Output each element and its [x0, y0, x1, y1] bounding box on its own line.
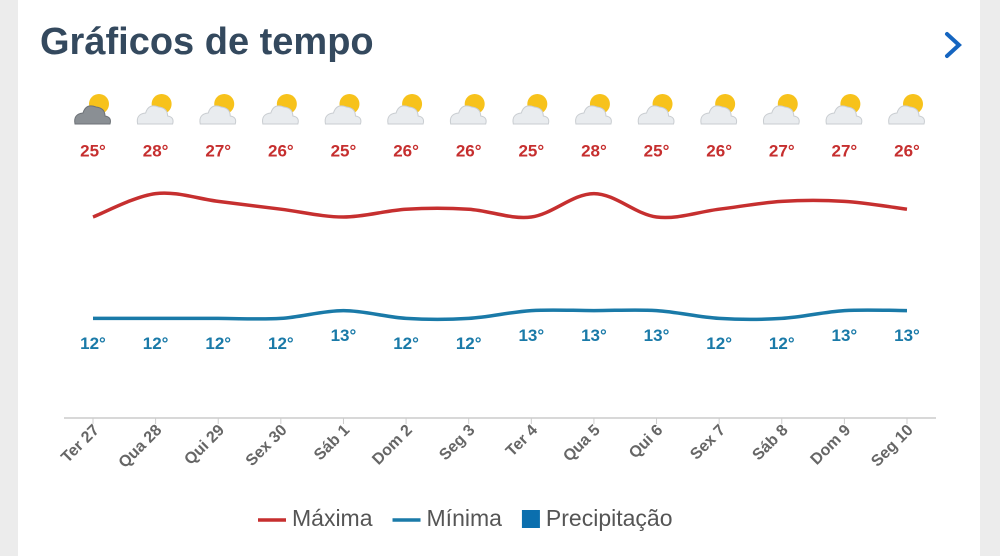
data-label: 12° [706, 334, 732, 353]
x-tick-label: Qua 5 [560, 422, 604, 466]
x-tick-label: Sáb 1 [311, 422, 353, 464]
data-label: 13° [894, 326, 920, 345]
cloud [387, 105, 425, 125]
cloud [136, 105, 174, 125]
line-series [92, 191, 908, 220]
x-tick-label: Dom 9 [808, 422, 855, 469]
weather-icon [700, 94, 738, 125]
cloud [825, 105, 863, 125]
data-label: 25° [331, 141, 357, 160]
data-label: 28° [143, 141, 169, 160]
x-tick-label: Ter 4 [503, 422, 541, 460]
legend-label: Mínima [427, 505, 503, 531]
data-label: 12° [769, 334, 795, 353]
data-label: 12° [268, 334, 294, 353]
x-tick-label: Sex 30 [243, 422, 291, 470]
x-tick-label: Seg 3 [436, 422, 478, 464]
cloud [449, 105, 487, 125]
legend-label: Máxima [292, 505, 373, 531]
weather-icon [825, 94, 863, 125]
data-label: 13° [581, 326, 607, 345]
cloud [762, 105, 800, 125]
chart-title: Gráficos de tempo [40, 21, 374, 63]
data-label: 25° [644, 141, 670, 160]
weather-icon [512, 94, 550, 125]
legend-swatch [521, 510, 540, 528]
data-label: 26° [393, 141, 419, 160]
data-label: 25° [80, 141, 106, 160]
cloud [575, 105, 612, 125]
data-label: 26° [706, 141, 732, 160]
card [18, 0, 980, 556]
weather-icon [575, 94, 612, 125]
weather-icon [324, 94, 362, 125]
data-label: 27° [832, 141, 858, 160]
data-label: 26° [268, 141, 294, 160]
x-tick-label: Ter 27 [58, 422, 103, 467]
weather-icon [449, 94, 487, 125]
weather-icon [637, 94, 675, 125]
weather-icon [387, 94, 425, 125]
x-tick-label: Qui 6 [626, 422, 666, 462]
cloud [637, 105, 675, 125]
x-tick-label: Dom 2 [369, 422, 416, 469]
data-label: 12° [143, 334, 169, 353]
data-label: 28° [581, 141, 607, 160]
data-label: 12° [205, 334, 231, 353]
next-arrow[interactable] [945, 32, 962, 58]
x-tick-label: Sáb 8 [749, 422, 791, 464]
weather-icon [199, 94, 237, 125]
weather-icon [74, 94, 111, 125]
x-tick-label: Sex 7 [687, 422, 729, 464]
x-tick-label: Qui 29 [181, 422, 228, 469]
data-label: 26° [894, 141, 920, 160]
data-label: 27° [769, 141, 795, 160]
cloud [199, 105, 237, 125]
data-label: 13° [832, 326, 858, 345]
cloud [700, 105, 738, 125]
cloud [888, 105, 925, 125]
data-label: 12° [456, 334, 482, 353]
data-label: 25° [518, 141, 544, 160]
cloud [262, 105, 299, 125]
cloud [324, 105, 362, 125]
cloud [74, 105, 111, 125]
weather-icon [262, 94, 299, 125]
data-label: 12° [80, 334, 106, 353]
weather-icon [136, 94, 174, 125]
data-label: 26° [456, 141, 482, 160]
data-label: 12° [393, 334, 419, 353]
weather-icon [762, 94, 800, 125]
x-tick-label: Qua 28 [116, 422, 166, 472]
data-label: 27° [205, 141, 231, 160]
legend-label: Precipitação [546, 505, 673, 531]
line-series [93, 308, 908, 322]
data-label: 13° [331, 326, 357, 345]
data-label: 13° [518, 326, 544, 345]
weather-icon [888, 94, 925, 125]
data-label: 13° [644, 326, 670, 345]
cloud [512, 105, 550, 125]
x-tick-label: Seg 10 [868, 422, 917, 471]
